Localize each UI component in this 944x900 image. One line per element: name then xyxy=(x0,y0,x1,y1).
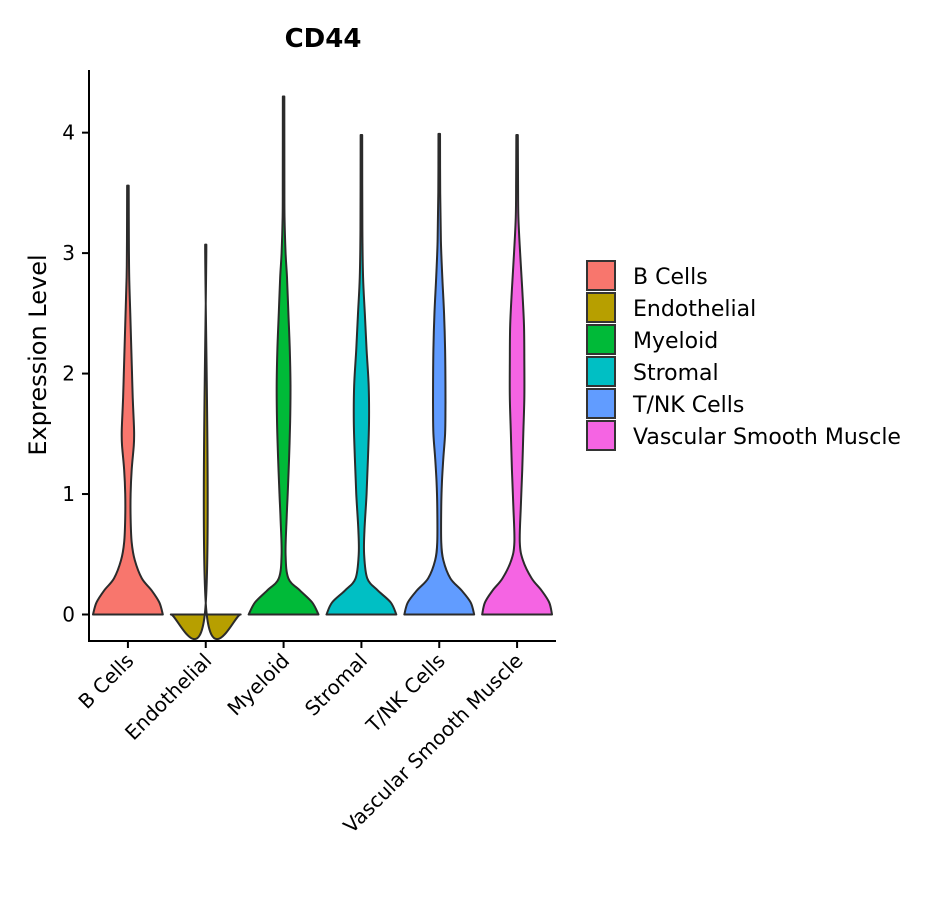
legend-swatch-t-nk-cells xyxy=(586,388,616,419)
legend-swatch-endothelial xyxy=(586,292,616,323)
legend-label-b-cells: B Cells xyxy=(633,265,708,290)
y-tick-label: 1 xyxy=(62,482,75,506)
legend-label-myeloid: Myeloid xyxy=(633,329,718,354)
legend-swatch-vascular-smooth-muscle xyxy=(586,420,616,451)
legend-label-endothelial: Endothelial xyxy=(633,297,756,322)
violin-b-cells xyxy=(91,184,164,616)
legend-swatch-b-cells xyxy=(586,260,616,291)
legend-label-stromal: Stromal xyxy=(633,361,719,386)
x-tick-label-b-cells: B Cells xyxy=(73,649,138,714)
y-tick-label: 2 xyxy=(62,362,75,386)
legend-swatch-stromal xyxy=(586,356,616,387)
violin-t-nk-cells xyxy=(403,132,476,616)
violin-layer xyxy=(91,95,554,641)
y-tick-label: 3 xyxy=(62,241,75,265)
x-tick-label-stromal: Stromal xyxy=(300,649,372,721)
y-axis-label: Expression Level xyxy=(24,254,52,455)
x-tick-label-myeloid: Myeloid xyxy=(222,649,294,721)
y-tick-label: 0 xyxy=(62,602,75,626)
violin-vascular-smooth-muscle xyxy=(481,134,554,616)
chart-title: CD44 xyxy=(285,24,362,54)
violin-stromal xyxy=(325,134,398,616)
legend-label-vascular-smooth-muscle: Vascular Smooth Muscle xyxy=(633,425,901,450)
y-ticks: 0 1 2 3 4 xyxy=(62,121,89,626)
legend-label-t-nk-cells: T/NK Cells xyxy=(632,393,744,418)
y-tick-label: 4 xyxy=(62,121,75,145)
legend-swatch-myeloid xyxy=(586,324,616,355)
violin-myeloid xyxy=(247,95,320,616)
violin-endothelial xyxy=(169,243,242,641)
legend: B Cells Endothelial Myeloid Stromal T/NK Cel… xyxy=(586,260,901,451)
